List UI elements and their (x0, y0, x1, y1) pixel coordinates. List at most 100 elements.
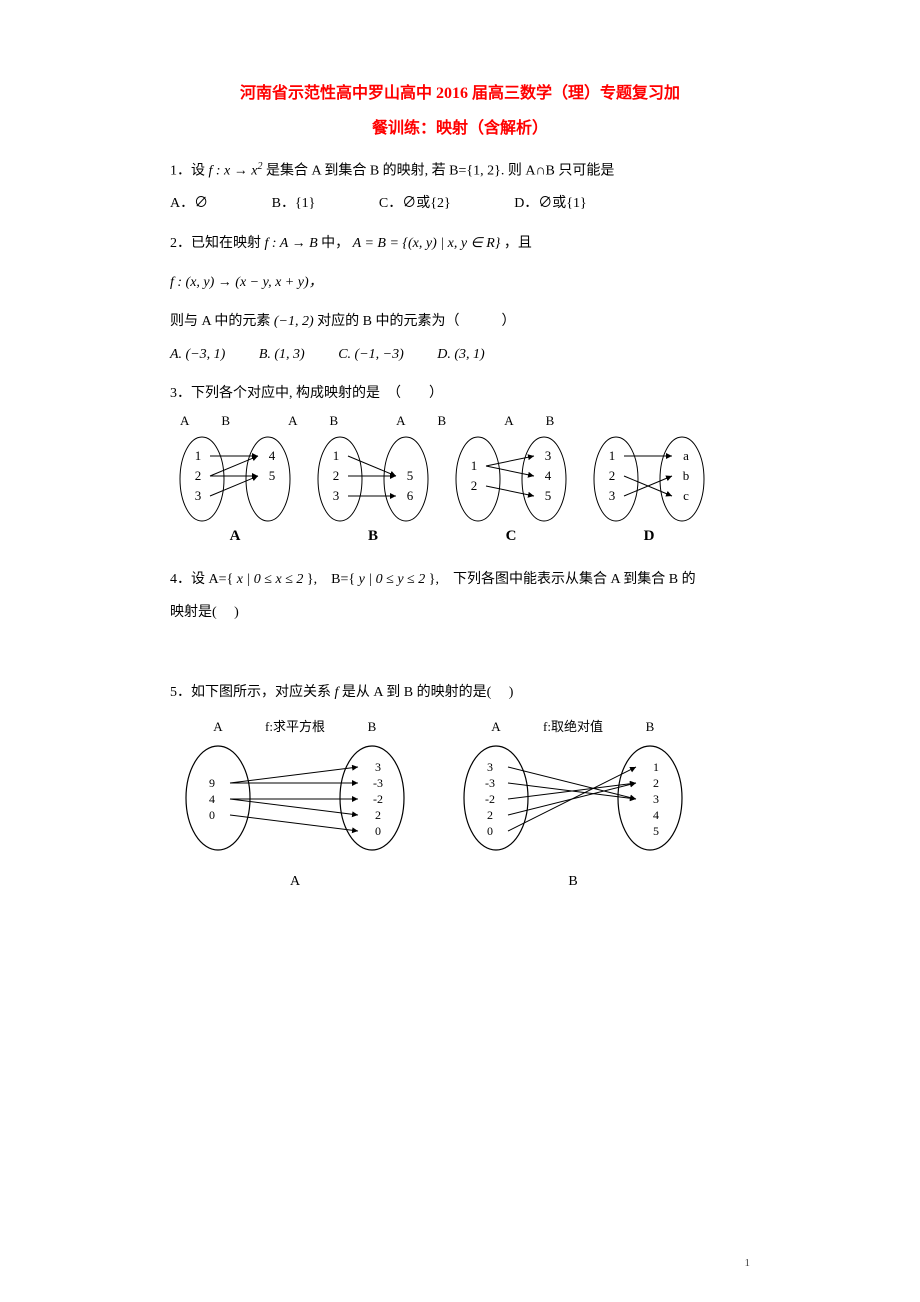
svg-text:3: 3 (487, 760, 493, 774)
svg-text:3: 3 (653, 792, 659, 806)
q1-opt-d: D．∅或{1} (514, 191, 587, 216)
question-2-line2: f : (x, y) → (x − y, x + y)， (170, 270, 750, 295)
page-number: 1 (745, 1254, 751, 1274)
q2-l3-post: 对应的 B 中的元素为（ ） (317, 314, 515, 329)
svg-text:3: 3 (195, 488, 202, 503)
q3-labB-3: B (438, 409, 447, 432)
svg-text:4: 4 (209, 792, 215, 806)
q2-set: A = B = {(x, y) | x, y ∈ R} (353, 236, 501, 251)
svg-text:B: B (368, 719, 377, 734)
question-3: 3．下列各个对应中, 构成映射的是 （ ） (170, 381, 750, 406)
svg-text:B: B (646, 719, 655, 734)
svg-text:4: 4 (269, 448, 276, 463)
question-4-line2: 映射是( ) (170, 600, 750, 625)
svg-text:5: 5 (407, 468, 414, 483)
q3-labB-4: B (546, 409, 555, 432)
q3-labA-1: A (180, 409, 189, 432)
q2-post: ，且 (504, 236, 532, 251)
svg-text:-3: -3 (373, 776, 383, 790)
q5-diagrams: Af:求平方根 B 9 4 0 3 -3 -2 2 0 A Af:取绝对值 B 3 -3 -2 2 0 1 2 3 4 5… (170, 713, 750, 902)
svg-text:2: 2 (471, 478, 478, 493)
svg-text:1: 1 (653, 760, 659, 774)
svg-text:b: b (683, 468, 690, 483)
q2-pre: 2．已知在映射 (170, 236, 265, 251)
q3-diagrams: 1 2 3 4 5 A 12356B 1 2 3 4 5 C 1 2 3 abc D (170, 434, 750, 553)
q2-opt-c: C. (−1, −3) (338, 342, 404, 367)
question-2-line3: 则与 A 中的元素 (−1, 2) 对应的 B 中的元素为（ ） (170, 309, 750, 334)
svg-text:2: 2 (487, 808, 493, 822)
svg-text:f:取绝对值: f:取绝对值 (543, 719, 603, 734)
q3-labA-4: A (504, 409, 513, 432)
q2-mid: 中， (321, 236, 353, 251)
svg-text:2: 2 (609, 468, 616, 483)
title-line2: 餐训练：映射（含解析） (170, 115, 750, 144)
svg-text:A: A (230, 528, 241, 544)
q1-opt-b: B．{1} (272, 191, 316, 216)
q2-l3-elem: (−1, 2) (274, 314, 314, 329)
svg-text:-2: -2 (373, 792, 383, 806)
question-2-line1: 2．已知在映射 f : A → B 中， A = B = {(x, y) | x… (170, 231, 750, 256)
svg-text:A: A (213, 719, 223, 734)
q4-setB: y | 0 ≤ y ≤ 2 (359, 572, 426, 587)
svg-text:9: 9 (209, 776, 215, 790)
svg-text:3: 3 (609, 488, 616, 503)
q2-options: A. (−3, 1) B. (1, 3) C. (−1, −3) D. (3, … (170, 342, 750, 367)
q3-labB-2: B (329, 409, 338, 432)
q4-setA: x | 0 ≤ x ≤ 2 (237, 572, 304, 587)
svg-text:-3: -3 (485, 776, 495, 790)
q1-fx: f : x → x (209, 163, 258, 178)
q4-post: }, 下列各图中能表示从集合 A 到集合 B 的 (429, 572, 696, 587)
question-1: 1．设 f : x → x2 是集合 A 到集合 B 的映射, 若 B={1, … (170, 158, 750, 184)
q2-opt-b: B. (1, 3) (259, 342, 305, 367)
q2-map: f : A → B (265, 236, 318, 251)
q4-mid: }, B={ (307, 572, 359, 587)
q3-diagram-d: 1 2 3 abc D (584, 434, 714, 553)
q1-opt-a: A．∅ (170, 191, 208, 216)
q5-post: 是从 A 到 B 的映射的是( ) (342, 685, 514, 700)
svg-text:c: c (683, 488, 689, 503)
svg-text:B: B (368, 528, 378, 544)
question-4-line1: 4．设 A={ x | 0 ≤ x ≤ 2 }, B={ y | 0 ≤ y ≤… (170, 567, 750, 592)
svg-text:4: 4 (653, 808, 659, 822)
title-line1: 河南省示范性高中罗山高中 2016 届高三数学（理）专题复习加 (170, 80, 750, 109)
svg-text:2: 2 (195, 468, 202, 483)
svg-text:0: 0 (375, 824, 381, 838)
svg-text:4: 4 (545, 468, 552, 483)
svg-text:5: 5 (545, 488, 552, 503)
q5-diagram-b: Af:取绝对值 B 3 -3 -2 2 0 1 2 3 4 5 B (448, 713, 698, 902)
svg-text:2: 2 (375, 808, 381, 822)
question-5: 5．如下图所示，对应关系 f 是从 A 到 B 的映射的是( ) (170, 680, 750, 705)
q3-diagram-a: 12345A (170, 434, 300, 553)
q5-diagram-a: Af:求平方根 B 9 4 0 3 -3 -2 2 0 A (170, 713, 420, 902)
svg-text:A: A (290, 874, 301, 889)
q3-ab-labels: AB AB AB AB (180, 409, 750, 432)
svg-text:2: 2 (653, 776, 659, 790)
svg-text:0: 0 (209, 808, 215, 822)
q2-opt-d: D. (3, 1) (437, 342, 484, 367)
q1-stem-post: 是集合 A 到集合 B 的映射, 若 B={1, 2}. 则 A∩B 只可能是 (266, 163, 614, 178)
q3-diagram-c: 1 2 3 4 5 C (446, 434, 576, 553)
q2-opt-a: A. (−3, 1) (170, 342, 225, 367)
svg-text:5: 5 (653, 824, 659, 838)
svg-text:1: 1 (471, 458, 478, 473)
svg-text:3: 3 (375, 760, 381, 774)
q5-f: f (335, 685, 339, 700)
svg-text:0: 0 (487, 824, 493, 838)
q4-pre: 4．设 A={ (170, 572, 237, 587)
q5-pre: 5．如下图所示，对应关系 (170, 685, 335, 700)
q3-labB-1: B (221, 409, 230, 432)
svg-text:3: 3 (545, 448, 552, 463)
svg-text:-2: -2 (485, 792, 495, 806)
q1-opt-c: C．∅或{2} (379, 191, 451, 216)
q3-diagram-b: 12356B (308, 434, 438, 553)
svg-text:D: D (644, 528, 655, 544)
svg-text:B: B (568, 874, 577, 889)
svg-text:a: a (683, 448, 689, 463)
q1-exponent: 2 (257, 161, 262, 172)
svg-text:1: 1 (609, 448, 616, 463)
svg-text:2: 2 (333, 468, 340, 483)
svg-text:C: C (506, 528, 517, 544)
svg-text:f:求平方根: f:求平方根 (265, 719, 325, 734)
svg-text:5: 5 (269, 468, 276, 483)
svg-text:A: A (491, 719, 501, 734)
